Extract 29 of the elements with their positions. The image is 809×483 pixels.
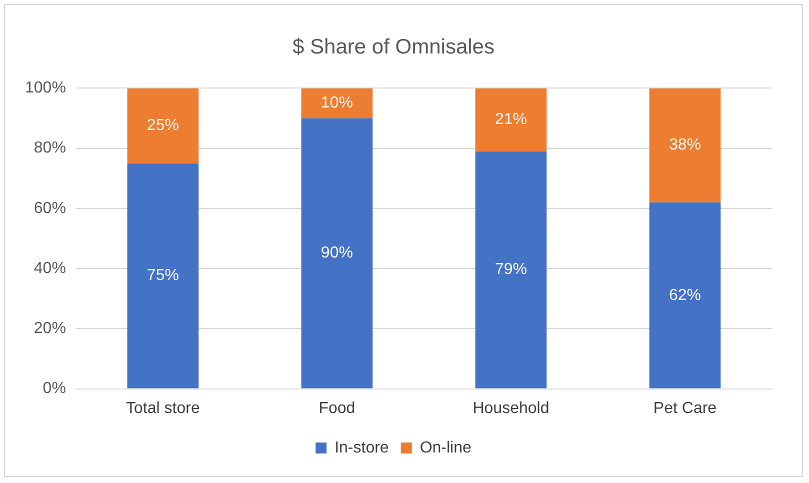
data-label: 90% <box>320 244 353 262</box>
y-tick-label: 80% <box>34 140 66 157</box>
y-tick-label: 0% <box>42 380 66 398</box>
y-tick-label: 20% <box>34 320 66 338</box>
chart-title: $ Share of Omnisales <box>292 35 494 58</box>
bar <box>475 88 547 152</box>
legend-label: On-line <box>420 439 472 456</box>
data-label: 25% <box>146 117 179 134</box>
data-label: 10% <box>320 94 353 112</box>
bar <box>475 151 547 388</box>
bar <box>301 118 373 388</box>
data-label: 62% <box>668 286 702 304</box>
y-tick-label: 100% <box>25 80 66 97</box>
x-tick-label: Household <box>472 400 550 417</box>
bar <box>127 163 199 388</box>
data-label: 21% <box>494 111 527 128</box>
data-label: 79% <box>494 261 527 278</box>
bar <box>127 88 199 164</box>
x-tick-label: Pet Care <box>653 400 717 417</box>
x-tick-label: Food <box>318 400 356 417</box>
legend-label: In-store <box>334 439 389 456</box>
x-tick-label: Total store <box>126 400 200 417</box>
bar <box>301 88 373 118</box>
y-tick-label: 60% <box>34 200 66 217</box>
y-tick-label: 40% <box>34 260 66 277</box>
bar <box>649 202 721 388</box>
bar <box>649 88 721 202</box>
data-label: 75% <box>146 267 179 284</box>
data-label: 38% <box>668 136 702 154</box>
